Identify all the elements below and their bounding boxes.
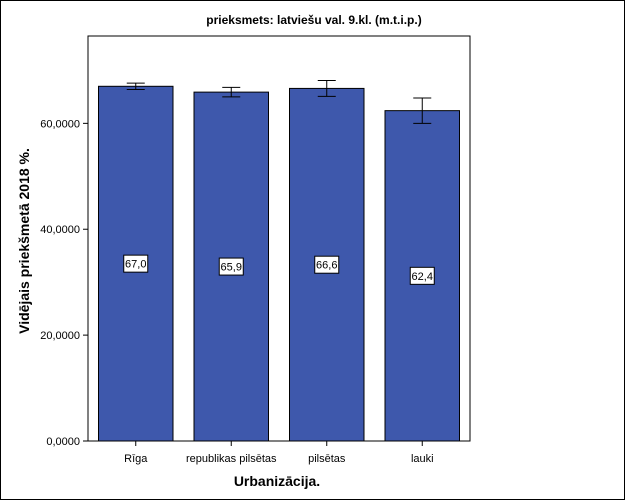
data-label: 67,0 [125,259,146,271]
x-axis-ticks: Rīga republikas pilsētas pilsētas lauki [124,441,434,465]
data-label-box [314,255,340,274]
y-tick-label: 40,0000 [40,224,80,236]
data-label-box [409,266,435,285]
x-tick-label: pilsētas [308,453,346,465]
x-tick-label: lauki [411,453,434,465]
y-tick-label: 20,0000 [40,330,80,342]
y-tick-label: 60,0000 [40,118,80,130]
data-label: 66,6 [316,260,337,272]
x-tick-label: Rīga [124,453,148,465]
data-label: 65,9 [221,262,242,274]
x-axis-label: Urbanizācija. [234,473,320,489]
y-tick-label: 0,0000 [46,436,80,448]
y-axis-ticks: 0,0000 20,0000 40,0000 60,0000 [40,118,88,448]
chart-title: prieksmets: latviešu val. 9.kl. (m.t.i.p… [206,13,421,27]
data-label: 62,4 [412,271,433,283]
y-axis-label: Vidējais priekšmetā 2018 %. [16,148,32,334]
x-tick-label: republikas pilsētas [186,453,277,465]
data-label-box [218,257,244,276]
data-label-box [123,254,149,273]
